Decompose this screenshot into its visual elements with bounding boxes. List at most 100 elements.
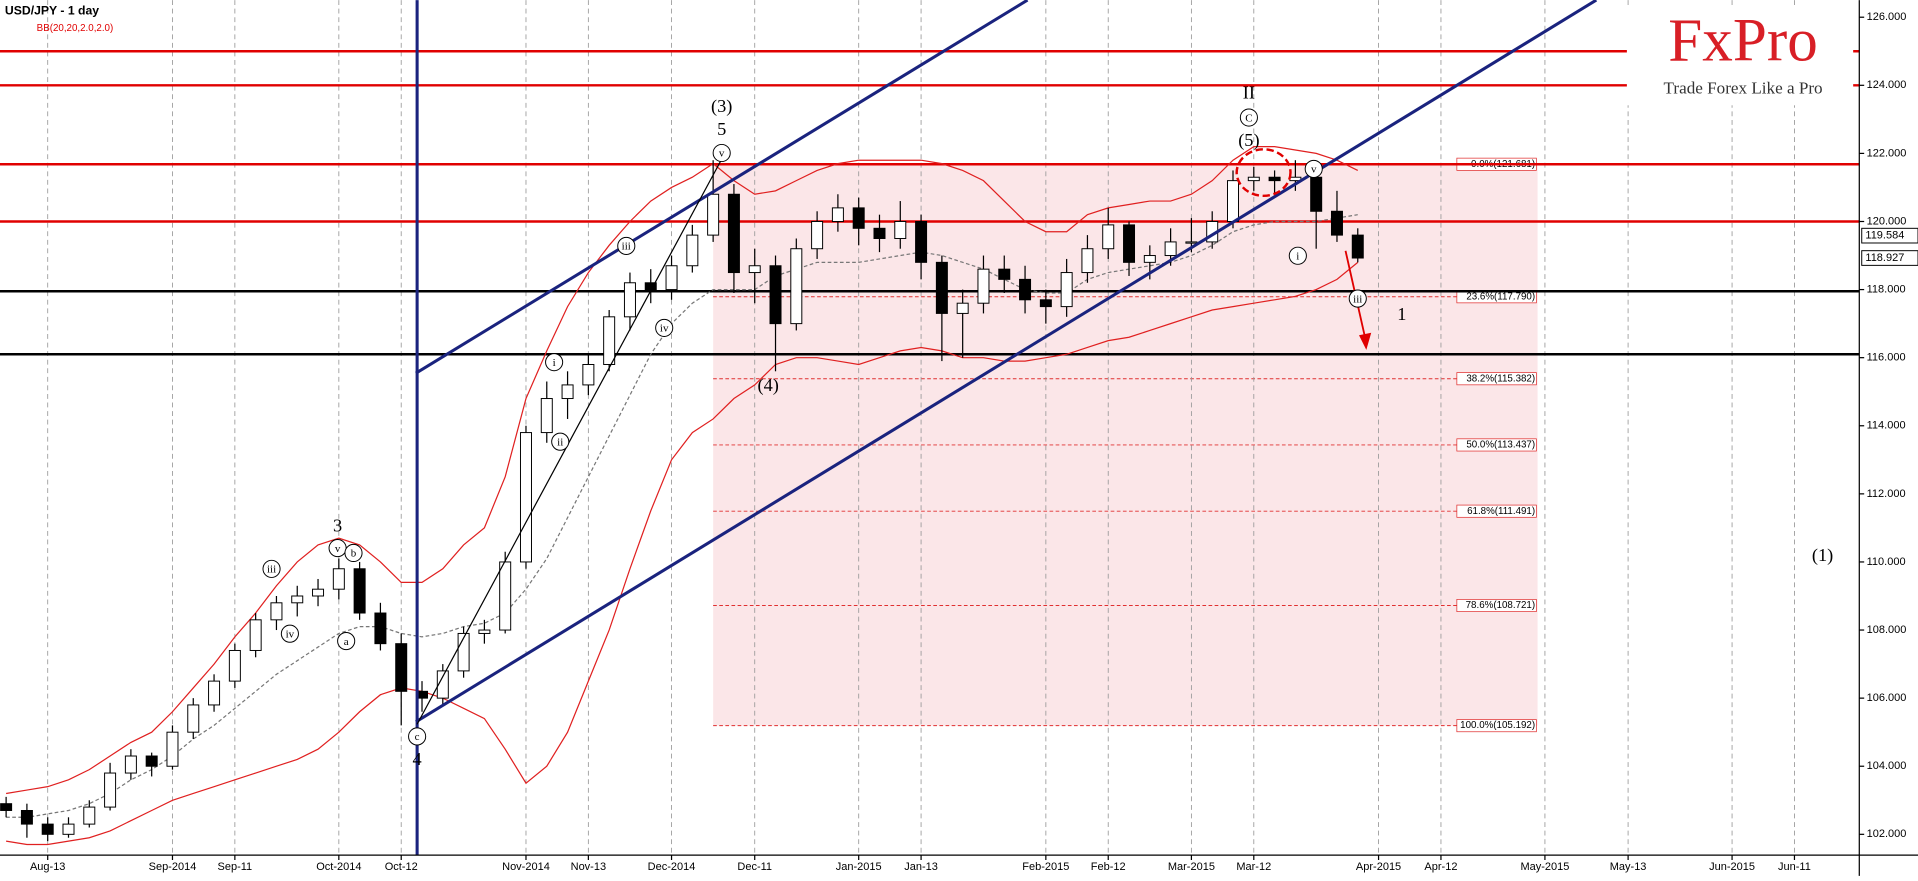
candle-body [62, 823, 75, 835]
wave-label: 3 [333, 515, 342, 535]
candle-body [1060, 272, 1073, 308]
wave-label: (3) [711, 96, 732, 117]
wave-label: a [344, 636, 349, 648]
plot-area [0, 0, 1859, 855]
candle-body [1039, 299, 1052, 308]
y-tick-label: 102.000 [1867, 828, 1907, 840]
bollinger-band [6, 145, 1359, 795]
y-tick-label: 106.000 [1867, 692, 1907, 704]
candle-body [1019, 278, 1032, 301]
logo-bg [1626, 7, 1854, 106]
y-tick-label: 124.000 [1867, 79, 1907, 91]
arrow-head [1358, 332, 1372, 350]
candle-body [603, 316, 616, 365]
candle-body [457, 632, 470, 672]
annotation-circle [545, 353, 564, 372]
candle-body [208, 680, 221, 706]
axis-layer: Aug-13 Sep-2014 Sep-11 Oct-2014 Oct-12 Nov-20… [30, 11, 1918, 873]
candle-body [1268, 176, 1281, 182]
x-tick-label: Dec-11 [737, 861, 772, 873]
indicator-label: BB(20,20,2.0,2.0) [37, 23, 114, 34]
wave-label: (5) [1238, 130, 1259, 151]
annotation-circle [1348, 289, 1367, 308]
candle-body [478, 629, 491, 634]
annotation-circle [712, 143, 731, 163]
candle-body [1143, 255, 1156, 263]
fib-label: 100.0%(105.192) [1460, 720, 1535, 731]
annotation-circle [1304, 159, 1323, 178]
annotation-circle [655, 318, 674, 337]
candle-body [291, 595, 304, 604]
candle-body [83, 806, 96, 825]
fib-label: 61.8%(111.491) [1467, 506, 1535, 517]
x-tick-label: Mar-12 [1236, 861, 1271, 873]
candle-body [1247, 176, 1260, 182]
wave-label: b [351, 548, 357, 560]
candle-body [1310, 176, 1323, 212]
x-tick-label: May-13 [1610, 861, 1647, 873]
candle-body [540, 398, 553, 434]
candle-body [519, 432, 532, 563]
candle-body [124, 755, 137, 774]
candle-body [374, 612, 387, 645]
candle-body [499, 561, 512, 631]
x-tick-label: Jan-2015 [836, 861, 882, 873]
candle-body [270, 602, 283, 621]
x-tick-label: Feb-2015 [1022, 861, 1069, 873]
candle-body [748, 265, 761, 274]
x-tick-label: Jan-13 [904, 861, 938, 873]
wave-label: iii [622, 241, 631, 253]
candle-layer [0, 160, 1364, 842]
candle-body [831, 207, 844, 222]
x-tick-label: Jun-2015 [1709, 861, 1755, 873]
candle-body [395, 643, 408, 692]
candle-body [312, 588, 325, 597]
candle-body [436, 670, 449, 699]
wave-label: 4 [413, 749, 422, 769]
fib-label: 23.6%(117.790) [1466, 291, 1535, 302]
fib-label-box [1456, 438, 1537, 452]
wave-label: i [553, 357, 556, 369]
candle-body [145, 755, 158, 767]
candle-body [707, 193, 720, 236]
x-tick-label: Apr-2015 [1356, 861, 1401, 873]
y-tick-label: 120.000 [1867, 215, 1907, 227]
wave-label: i [1296, 250, 1299, 262]
fib-label-box [1456, 372, 1537, 386]
candle-body [935, 261, 948, 314]
y-tick-label: 108.000 [1867, 624, 1907, 636]
candle-body [998, 268, 1011, 280]
candle-body [1164, 241, 1177, 257]
wave-label: iv [286, 628, 295, 640]
y-tick-label: 104.000 [1867, 760, 1907, 772]
price-label: 119.584 [1865, 230, 1904, 242]
candle-body [1185, 241, 1198, 244]
annotation-circle [408, 727, 427, 746]
annotation-circle [262, 559, 281, 578]
y-tick-label: 112.000 [1867, 488, 1906, 500]
candle-body [727, 193, 740, 274]
candle-body [811, 221, 824, 250]
x-tick-label: Nov-13 [571, 861, 606, 873]
x-tick-label: Oct-12 [385, 861, 418, 873]
x-tick-label: Nov-2014 [502, 861, 550, 873]
candle-body [1081, 248, 1094, 274]
wave-label: v [335, 543, 341, 555]
x-tick-label: May-2015 [1520, 861, 1569, 873]
candle-body [1227, 180, 1239, 222]
candle-body [20, 809, 33, 825]
bollinger-band [6, 214, 1358, 818]
candle-body [332, 568, 345, 590]
annotation-circle [1288, 246, 1307, 265]
candle-body [582, 363, 595, 386]
wave-label: v [719, 148, 725, 160]
candle-body [249, 619, 262, 651]
candle-body [623, 282, 636, 318]
candle-body [1330, 210, 1343, 236]
candle-body [665, 265, 678, 291]
candle-body [561, 384, 574, 400]
wave-label: iii [267, 564, 276, 576]
wave-label: C [1245, 112, 1252, 124]
logo: FxPro [1668, 7, 1818, 75]
